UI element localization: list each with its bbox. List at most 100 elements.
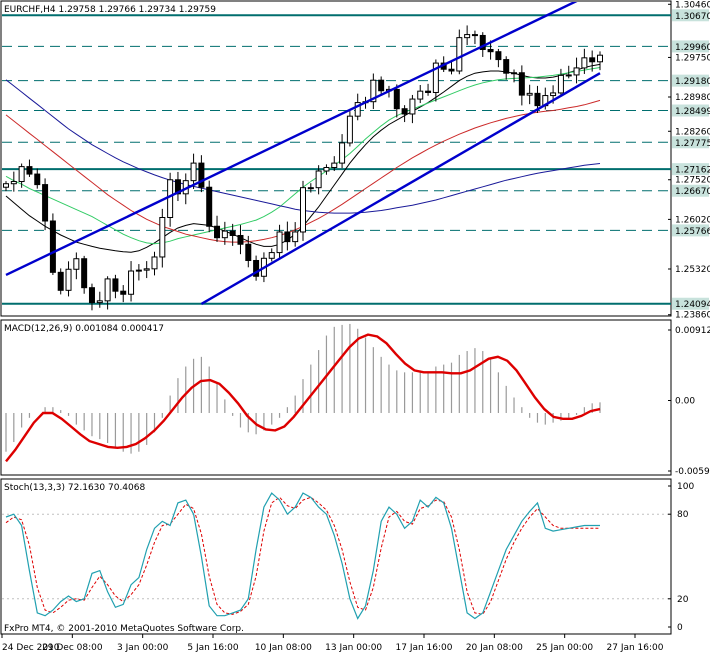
candle-body [214, 225, 221, 239]
candle-body [518, 72, 525, 96]
copyright-text: FxPro MT4, © 2001-2010 MetaQuotes Softwa… [4, 624, 244, 634]
candle-body [206, 186, 213, 227]
level-label-bg [672, 40, 709, 53]
level-label-bg [672, 9, 709, 22]
stoch-axis: 100 80 20 0 [668, 482, 694, 633]
time-tick-label: 10 Jan 08:00 [255, 643, 312, 653]
price-tick-label: 1.25320 [675, 265, 710, 275]
candle-body [96, 300, 103, 304]
candle-body [42, 184, 49, 222]
level-label-bg [672, 224, 709, 237]
candle-body [401, 108, 408, 115]
candle-body [339, 142, 346, 164]
candle-body [331, 162, 338, 168]
candle-body [57, 271, 64, 291]
macd-tick-label: 0.00 [675, 397, 695, 407]
candle-body [409, 98, 416, 115]
time-tick-label: 27 Jan 16:00 [607, 643, 664, 653]
price-tick-label: 1.28260 [675, 127, 710, 137]
level-label: 1.29180 [675, 77, 710, 87]
candle-body [471, 34, 478, 37]
stoch-tick-label: 20 [677, 595, 689, 605]
candle-body [511, 72, 518, 75]
candle-body [346, 115, 353, 144]
time-tick-label: 13 Jan 00:00 [325, 643, 382, 653]
level-label-bg [672, 184, 709, 197]
stoch-tick-label: 0 [677, 623, 683, 633]
level-label-bg [672, 136, 709, 149]
price-tick-label: 1.27520 [675, 176, 710, 186]
macd-plot [5, 323, 601, 463]
candle-body [354, 102, 361, 117]
candle-body [18, 166, 25, 183]
candle-body [292, 231, 299, 243]
candle-body [245, 243, 252, 261]
candle-body [10, 181, 17, 185]
candle-body [589, 57, 596, 63]
candle-body [198, 162, 205, 188]
level-label: 1.24094 [675, 300, 710, 310]
candle-body [534, 92, 541, 107]
stoch-main-line [5, 492, 600, 620]
candle-body [112, 278, 119, 292]
level-label-bg [672, 104, 709, 117]
candle-body [65, 268, 72, 291]
macd-tick-label: 0.00912 [675, 326, 710, 336]
stoch-signal-line [5, 496, 600, 615]
candle-body [526, 92, 533, 96]
candle-body [307, 187, 314, 190]
candle-body [276, 231, 283, 254]
macd-signal-line [5, 333, 601, 463]
time-tick-label: 5 Jan 16:00 [187, 643, 239, 653]
stoch-panel-frame [0, 478, 672, 635]
price-tick-label: 1.26020 [675, 215, 710, 225]
price-tick-label: 1.23860 [675, 311, 710, 321]
level-label: 1.30670 [675, 12, 710, 22]
time-tick-label: 3 Jan 00:00 [117, 643, 169, 653]
candle-body [253, 259, 260, 277]
price-tick-label: 1.28980 [675, 93, 710, 103]
candle-body [487, 48, 494, 53]
candle-body [432, 62, 439, 93]
channel-line [200, 72, 601, 305]
candle-body [26, 166, 33, 175]
candle-body [237, 234, 244, 245]
price-axis: 1.30460 1.29750 1.28980 1.28260 1.27520 1.260… [668, 0, 710, 321]
candle-body [174, 179, 181, 195]
candle-body [495, 51, 502, 61]
candle-body [34, 173, 41, 186]
level-label-bg [672, 297, 709, 310]
candle-body [315, 170, 322, 189]
candles [3, 25, 603, 311]
candle-body [597, 54, 603, 63]
candle-body [464, 34, 471, 39]
candle-body [393, 88, 400, 110]
candle-body [128, 270, 135, 295]
candle-body [268, 252, 275, 259]
level-label: 1.28499 [675, 107, 710, 117]
candle-body [378, 79, 385, 92]
candle-body [143, 268, 150, 271]
macd-title: MACD(12,26,9) 0.001084 0.000417 [4, 324, 164, 334]
level-label-bg [672, 74, 709, 87]
stoch-title: Stoch(13,3,3) 72.1630 70.4068 [4, 483, 145, 493]
level-label: 1.27775 [675, 139, 710, 149]
candle-body [323, 166, 330, 172]
price-tick-label: 1.30460 [675, 0, 710, 10]
candle-body [49, 220, 56, 273]
level-label: 1.25766 [675, 227, 710, 237]
level-label: 1.27162 [675, 166, 710, 176]
candle-body [300, 187, 306, 233]
candle-body [81, 258, 88, 289]
main-panel-frame [0, 0, 672, 317]
candle-body [221, 230, 228, 239]
time-tick-label: 29 Dec 08:00 [42, 643, 103, 653]
candle-body [3, 183, 9, 188]
candle-body [448, 68, 455, 72]
price-tick-label: 1.29750 [675, 53, 710, 63]
candle-body [557, 74, 564, 94]
candle-body [120, 290, 127, 295]
